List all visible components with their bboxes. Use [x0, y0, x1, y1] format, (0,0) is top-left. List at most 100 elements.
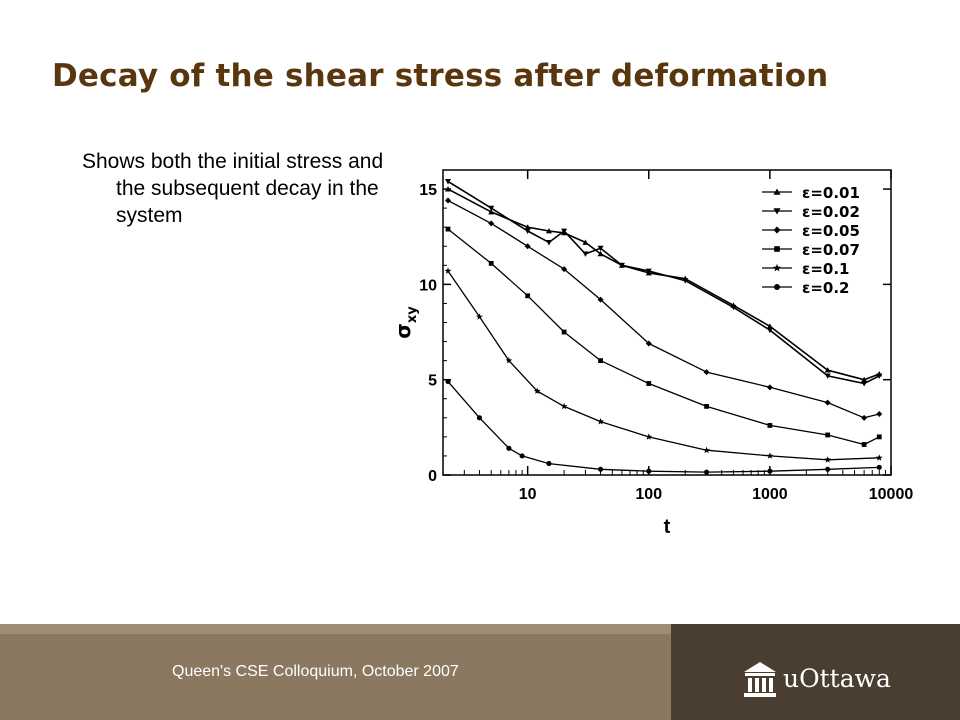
marker-shape: [704, 469, 710, 475]
marker-shape: [861, 414, 868, 421]
marker-shape: [561, 228, 568, 234]
data-point-series-2: [861, 381, 868, 387]
data-point-series-3: [597, 296, 604, 303]
data-point-series-6: [506, 445, 512, 451]
marker-shape: [445, 186, 452, 192]
data-point-series-5: [824, 456, 832, 463]
data-point-series-1: [445, 186, 452, 192]
data-point-series-5: [645, 433, 653, 440]
marker-shape: [767, 468, 773, 474]
data-point-series-4: [876, 434, 882, 440]
marker-shape: [561, 266, 568, 273]
data-point-series-3: [445, 197, 452, 204]
marker-shape: [646, 381, 652, 386]
data-point-series-3: [861, 414, 868, 421]
university-building-icon: [744, 662, 776, 697]
marker-shape: [597, 418, 604, 425]
legend-marker: [773, 188, 781, 195]
data-point-series-3: [561, 266, 568, 273]
legend-marker: [774, 284, 780, 290]
marker-shape: [505, 357, 513, 364]
marker-shape: [646, 468, 652, 474]
marker-shape: [545, 240, 552, 246]
data-point-series-2: [730, 304, 737, 311]
data-point-series-2: [597, 245, 604, 252]
marker-shape: [645, 433, 653, 440]
data-point-series-1: [861, 376, 868, 383]
data-point-series-6: [704, 469, 710, 475]
legend-marker: [773, 226, 781, 234]
marker-shape: [766, 323, 773, 329]
data-point-series-5: [505, 357, 513, 364]
marker-shape: [773, 208, 781, 215]
marker-shape: [445, 197, 452, 204]
bullet-text: Shows both the initial stress and the su…: [82, 150, 384, 227]
data-point-series-2: [645, 268, 652, 275]
y-tick-label: 10: [419, 277, 437, 294]
marker-shape: [703, 446, 710, 454]
marker-shape: [476, 415, 483, 421]
data-point-series-6: [519, 453, 525, 459]
uottawa-logo-text: uOttawa: [783, 664, 891, 693]
marker-shape: [582, 239, 589, 245]
data-point-series-3: [766, 384, 773, 391]
data-point-series-4: [825, 432, 831, 438]
marker-shape: [519, 453, 525, 459]
y-axis-symbol: σ: [391, 323, 415, 339]
data-point-series-1: [545, 228, 552, 234]
marker-shape: [825, 432, 831, 438]
marker-shape: [876, 464, 882, 470]
data-point-series-4: [646, 381, 652, 386]
marker-shape: [824, 399, 831, 406]
data-point-series-6: [767, 468, 773, 474]
data-point-series-4: [445, 226, 451, 232]
legend-label: ε=0.05: [802, 222, 860, 240]
marker-shape: [861, 376, 868, 383]
footer-text: Queen's CSE Colloquium, October 2007: [172, 663, 459, 680]
marker-shape: [766, 384, 773, 391]
marker-shape: [824, 373, 831, 379]
marker-shape: [730, 304, 737, 311]
data-point-series-6: [825, 466, 831, 472]
data-point-series-4: [525, 293, 531, 299]
marker-shape: [876, 434, 882, 440]
marker-shape: [524, 228, 531, 234]
data-point-series-1: [488, 208, 495, 215]
data-point-series-1: [766, 323, 773, 329]
marker-shape: [861, 442, 867, 447]
marker-shape: [773, 226, 781, 234]
data-point-series-5: [875, 454, 883, 461]
marker-shape: [824, 367, 831, 373]
data-point-series-2: [561, 228, 568, 234]
marker-shape: [598, 466, 604, 472]
footer-band: [0, 624, 671, 720]
data-point-series-6: [646, 468, 652, 474]
marker-shape: [546, 461, 552, 467]
x-tick-label: 10000: [869, 486, 914, 503]
data-point-series-5: [597, 418, 604, 425]
data-point-series-3: [876, 411, 883, 417]
marker-shape: [682, 278, 689, 284]
marker-shape: [704, 403, 709, 409]
marker-shape: [445, 179, 452, 185]
marker-shape: [598, 358, 603, 364]
y-tick-label: 0: [428, 468, 437, 485]
data-point-series-4: [861, 442, 867, 447]
marker-shape: [766, 327, 773, 334]
legend-label: ε=0.2: [802, 279, 850, 297]
data-point-series-4: [767, 423, 773, 428]
marker-shape: [597, 250, 604, 257]
marker-shape: [444, 267, 452, 274]
data-point-series-4: [488, 261, 494, 266]
marker-shape: [582, 251, 589, 257]
legend-label: ε=0.02: [802, 203, 860, 221]
data-point-series-6: [546, 461, 552, 467]
marker-shape: [533, 387, 541, 394]
marker-shape: [703, 369, 710, 376]
legend-marker: [773, 208, 781, 215]
marker-shape: [645, 340, 652, 347]
marker-shape: [545, 228, 552, 234]
data-point-series-3: [488, 220, 495, 227]
marker-shape: [476, 313, 483, 320]
